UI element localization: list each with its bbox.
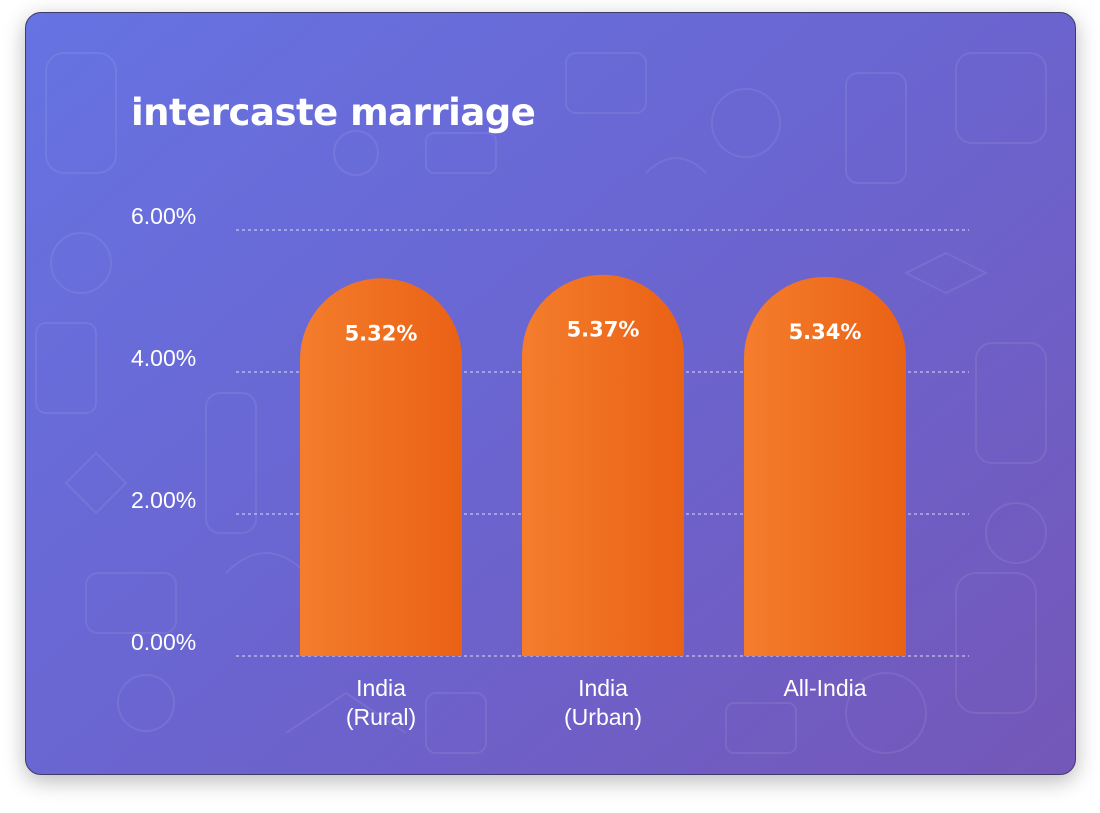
chart-card: intercaste marriage 0.00% 2.00% 4.00% 6.00%… bbox=[25, 12, 1076, 775]
y-tick-label: 6.00% bbox=[131, 203, 196, 229]
bar-value-label: 5.34% bbox=[789, 320, 862, 344]
x-tick-label: India (Rural) bbox=[346, 675, 416, 730]
x-tick-label: All-India bbox=[783, 675, 866, 701]
bar-chart: 0.00% 2.00% 4.00% 6.00% 5.32% India (Rural) 5.3… bbox=[131, 203, 969, 730]
chart-title: intercaste marriage bbox=[131, 91, 536, 134]
y-tick-label: 0.00% bbox=[131, 629, 196, 655]
bar bbox=[522, 274, 684, 656]
x-tick-label: India (Urban) bbox=[564, 675, 642, 730]
y-tick-label: 2.00% bbox=[131, 487, 196, 513]
bar bbox=[744, 276, 906, 656]
background-doodles bbox=[35, 52, 1047, 754]
bar bbox=[300, 278, 462, 656]
y-tick-label: 4.00% bbox=[131, 345, 196, 371]
bar-value-label: 5.37% bbox=[567, 318, 640, 342]
bar-value-label: 5.32% bbox=[345, 321, 418, 345]
